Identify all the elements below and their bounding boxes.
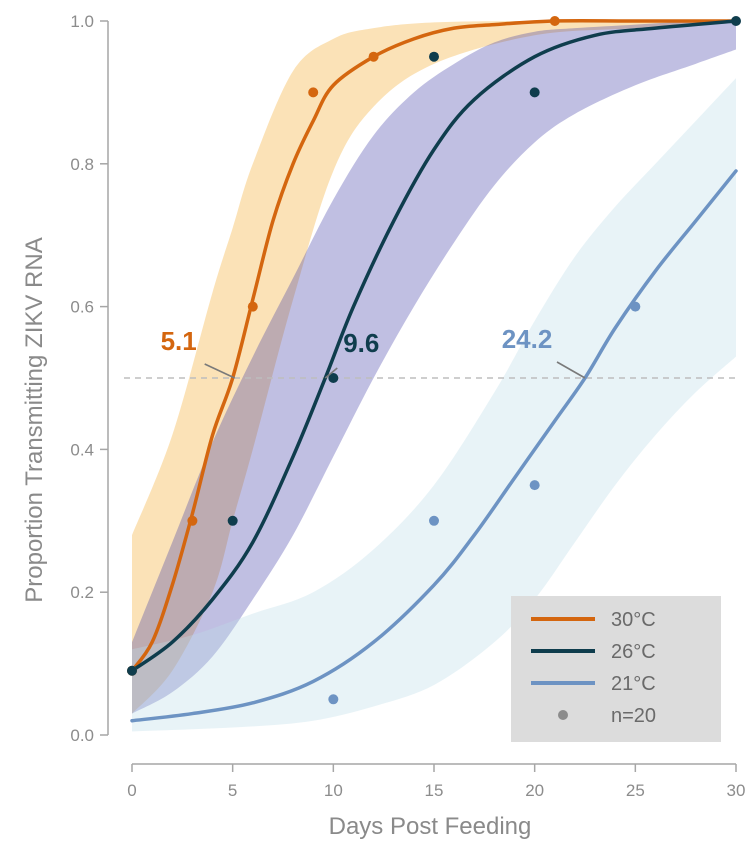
- data-point-26c: [328, 373, 339, 383]
- y-tick-label: 0.4: [70, 440, 94, 459]
- data-point-30c: [549, 16, 560, 26]
- annotations: 5.1 9.6 24.2: [161, 324, 586, 379]
- axes: 0.0 0.2 0.4 0.6 0.8 1.0 0 5 10 15 20 25 30: [70, 12, 745, 800]
- legend-entry-n-20-label: n=20: [611, 705, 656, 727]
- x-tick-label: 10: [324, 781, 343, 800]
- legend-entry-n-20-swatch: [558, 710, 568, 720]
- legend: 30°C 26°C 21°C n=20: [511, 596, 721, 742]
- data-point-26c: [227, 515, 238, 526]
- x-tick-label: 20: [525, 781, 544, 800]
- x-tick-label: 30: [727, 781, 746, 800]
- annotation-label-30c: 5.1: [161, 326, 197, 356]
- legend-entry-26c-label: 26°C: [611, 641, 656, 663]
- fit-curve-26c: [130, 19, 738, 673]
- y-tick-label: 0.8: [70, 155, 94, 174]
- data-point-21c: [630, 301, 641, 312]
- x-tick-label: 15: [425, 781, 444, 800]
- band-21c: [132, 78, 736, 732]
- data-point-30c: [308, 87, 319, 98]
- band-26c: [132, 20, 736, 714]
- data-points: [127, 16, 741, 705]
- data-point-26c: [127, 665, 137, 676]
- fit-curve-30c: [130, 18, 738, 673]
- y-tick-label: 1.0: [70, 12, 94, 31]
- annotation-leader-30c: [204, 363, 236, 379]
- y-tick-label: 0.2: [70, 583, 94, 602]
- x-axis-title: Days Post Feeding: [329, 813, 532, 840]
- data-point-21c: [529, 480, 540, 491]
- data-point-30c: [247, 301, 258, 312]
- annotation-leader-26c: [324, 367, 338, 379]
- data-point-26c: [529, 87, 540, 98]
- data-point-30c: [368, 51, 379, 62]
- data-point-26c: [731, 16, 741, 26]
- y-axis-title: Proportion Transmitting ZIKV RNA: [21, 237, 48, 602]
- data-point-26c: [429, 51, 439, 62]
- x-tick-label: 5: [228, 781, 237, 800]
- x-tick-label: 25: [626, 781, 645, 800]
- legend-entry-30c-label: 30°C: [611, 609, 656, 631]
- y-tick-label: 0.6: [70, 298, 94, 317]
- legend-entry-21c-label: 21°C: [611, 673, 656, 695]
- data-point-21c: [328, 694, 339, 705]
- annotation-label-26c: 9.6: [343, 328, 379, 358]
- data-point-30c: [187, 515, 198, 526]
- annotation-label-21c: 24.2: [502, 324, 553, 354]
- x-tick-label: 0: [127, 781, 136, 800]
- fitted-curves: [130, 18, 738, 723]
- fit-curve-21c: [130, 169, 738, 723]
- y-tick-label: 0.0: [70, 726, 94, 745]
- annotation-leader-21c: [556, 361, 586, 379]
- data-point-21c: [429, 515, 439, 526]
